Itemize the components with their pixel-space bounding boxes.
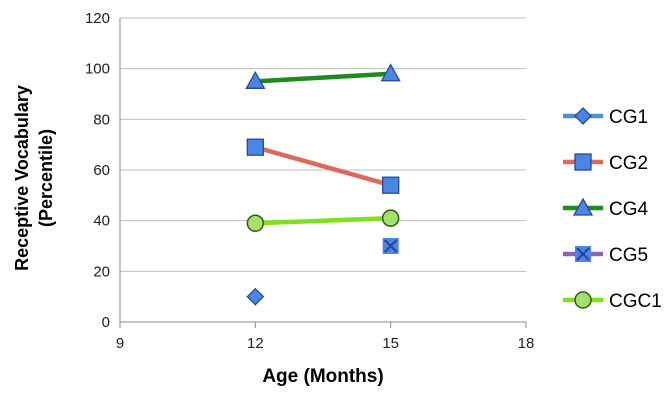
data-point-cg1 bbox=[246, 287, 265, 306]
data-point-cgc1 bbox=[246, 214, 265, 232]
data-point-cgc1 bbox=[381, 209, 400, 227]
x-axis-label: Age (Months) bbox=[262, 366, 384, 387]
series-line-cgc1 bbox=[253, 215, 393, 226]
x-tick-label: 15 bbox=[382, 335, 399, 352]
legend-marker-cg1 bbox=[574, 107, 592, 125]
y-axis-label-line-1: Receptive Vocabulary bbox=[12, 85, 32, 271]
x-tick-label: 12 bbox=[247, 335, 264, 352]
data-point-cg5 bbox=[382, 238, 399, 254]
y-tick-label: 80 bbox=[93, 111, 110, 128]
y-axis-label-line-2: (Percentile) bbox=[36, 128, 56, 228]
x-tick-label: 9 bbox=[116, 335, 124, 352]
legend-label-cg5: CG5 bbox=[609, 245, 648, 266]
data-point-cg4 bbox=[380, 63, 401, 82]
x-tick-label: 18 bbox=[518, 335, 535, 352]
legend-label-cg2: CG2 bbox=[609, 153, 648, 174]
y-tick-label: 60 bbox=[93, 162, 110, 179]
legend-label-cg1: CG1 bbox=[609, 107, 648, 128]
legend-marker-cg2 bbox=[574, 153, 592, 171]
y-tick-label: 100 bbox=[85, 61, 110, 78]
legend-marker-cg4 bbox=[572, 197, 594, 216]
y-tick-label: 0 bbox=[102, 314, 110, 331]
legend-label-cg4: CG4 bbox=[609, 199, 649, 220]
series-line-cg2 bbox=[253, 144, 393, 188]
y-axis-label: Receptive Vocabulary (Percentile) bbox=[6, 28, 62, 328]
data-point-cg4 bbox=[245, 71, 266, 89]
y-tick-label: 120 bbox=[85, 10, 110, 27]
data-point-cg2 bbox=[382, 176, 400, 194]
data-point-cg2 bbox=[246, 138, 264, 156]
legend-marker-cg5 bbox=[575, 246, 591, 262]
y-tick-label: 40 bbox=[93, 213, 110, 230]
series-line-cg4 bbox=[253, 71, 393, 84]
y-tick-label: 20 bbox=[93, 263, 110, 280]
legend-label-cgc1: CGC1 bbox=[609, 291, 662, 312]
legend-marker-cgc1 bbox=[574, 291, 592, 309]
